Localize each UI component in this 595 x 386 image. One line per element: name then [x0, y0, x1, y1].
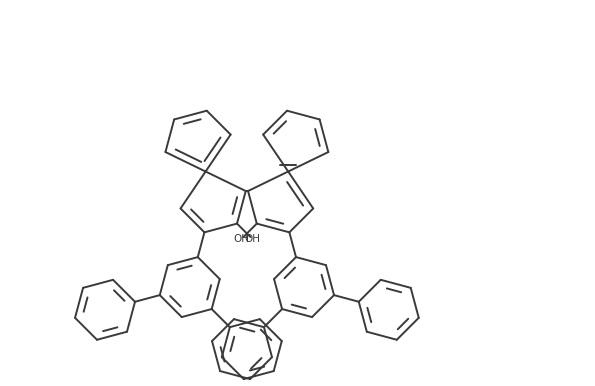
- Text: OH: OH: [233, 234, 249, 244]
- Text: OH: OH: [245, 234, 261, 244]
